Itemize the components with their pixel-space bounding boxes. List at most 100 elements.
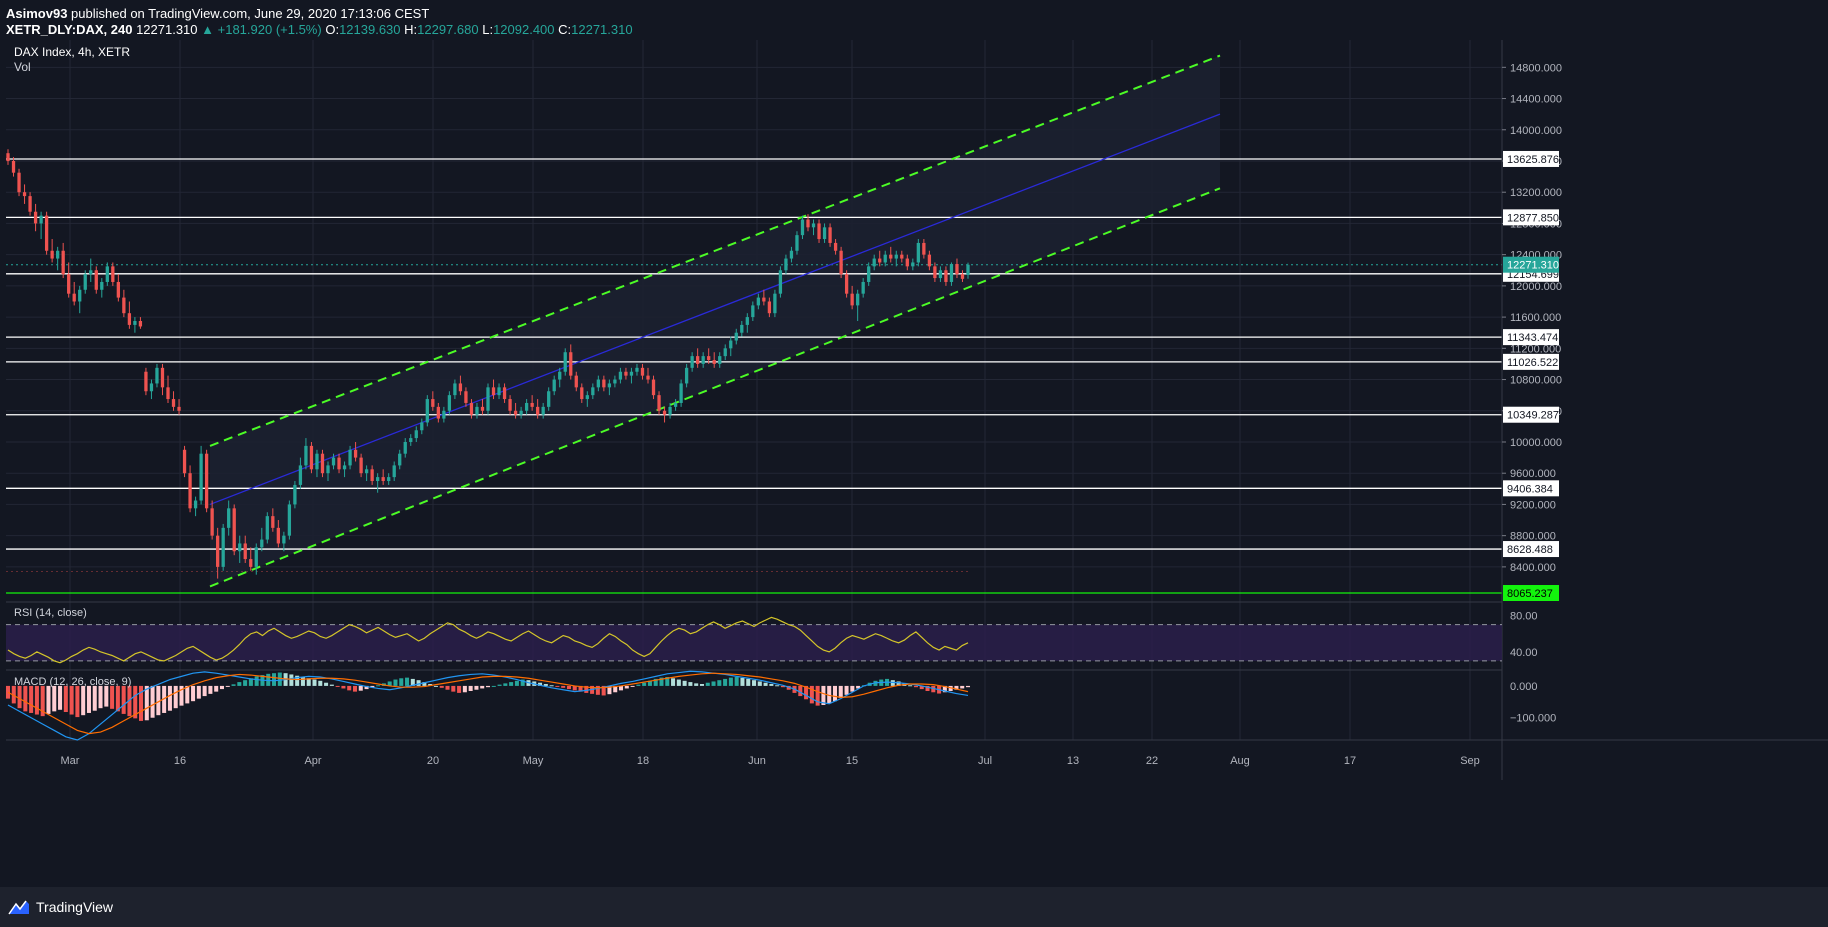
candle-body (94, 270, 98, 290)
candle-body (210, 508, 214, 536)
candle-body (370, 469, 374, 482)
macd-histogram-bar (850, 685, 855, 692)
macd-line (7, 670, 969, 741)
macd-histogram-bar (225, 685, 230, 687)
macd-histogram-bar (809, 685, 814, 704)
macd-histogram-bar (358, 685, 363, 691)
macd-histogram-bar (115, 685, 120, 712)
candle-body (833, 242, 838, 251)
candle-body (442, 410, 446, 419)
macd-histogram-bar (324, 682, 329, 686)
macd-histogram-bar (613, 685, 618, 693)
macd-histogram-bar (630, 685, 635, 687)
macd-histogram-bar (619, 685, 624, 691)
author-name[interactable]: Asimov93 (6, 6, 68, 21)
candle-body (89, 270, 93, 275)
macd-histogram-bar (520, 679, 525, 686)
candle-body (850, 293, 854, 306)
level-price-tag (1503, 541, 1559, 558)
macd-signal-line (7, 672, 969, 735)
macd-histogram-bar (370, 685, 375, 688)
candle-body (767, 301, 772, 314)
macd-histogram-bar (179, 685, 184, 706)
candle-body (519, 410, 523, 415)
candle-body (409, 438, 413, 442)
macd-histogram-bar (798, 685, 803, 697)
candle-body (431, 399, 435, 407)
open-label: O: (325, 22, 340, 37)
macd-histogram-bar (127, 685, 132, 717)
candle-body (22, 192, 27, 197)
macd-histogram-bar (566, 685, 571, 690)
candle-body (949, 264, 954, 282)
macd-histogram-bar (925, 685, 930, 691)
macd-histogram-bar (150, 685, 155, 718)
candle-body (580, 387, 584, 400)
candle-body (635, 367, 639, 372)
macd-histogram-bar (208, 685, 213, 694)
tradingview-logo[interactable]: TradingView (8, 899, 113, 915)
macd-histogram-bar (457, 685, 462, 693)
candle-body (160, 367, 165, 388)
candle-body (232, 508, 236, 552)
candle-body (381, 477, 385, 482)
candle-body (392, 465, 396, 478)
macd-histogram-bar (306, 678, 311, 686)
candle-body (116, 281, 120, 298)
candle-body (729, 340, 733, 349)
candle-body (844, 274, 849, 294)
time-axis-label: Jun (748, 755, 766, 767)
candle-body (856, 293, 860, 306)
published-text: published on TradingView.com, June 29, 2… (71, 6, 430, 21)
candle-body (547, 391, 551, 407)
candle-body (712, 360, 716, 364)
candle-body (723, 348, 727, 357)
candle-body (894, 254, 898, 259)
price-tick-label: 11200.000 (1510, 343, 1561, 355)
macd-histogram-bar (838, 685, 843, 698)
macd-histogram-bar (75, 685, 80, 718)
candle-body (387, 477, 391, 482)
macd-histogram-bar (497, 684, 502, 686)
candle-body (960, 274, 965, 279)
candle-body (574, 375, 578, 388)
candle-body (276, 527, 280, 544)
candle-body (618, 371, 623, 380)
macd-histogram-bar (804, 685, 809, 700)
macd-histogram-bar (329, 684, 334, 686)
level-price-label: 10349.287 (1507, 410, 1559, 422)
candle-body (607, 383, 612, 388)
candle-body (359, 457, 363, 474)
candle-body (420, 422, 424, 431)
candle-body (72, 293, 76, 302)
macd-histogram-bar (156, 685, 161, 716)
channel-middle-line (209, 113, 1221, 506)
candle-body (447, 395, 452, 411)
candle-body (889, 254, 893, 259)
chart-area[interactable]: DAX Index, 4h, XETR Vol 8400.000 8800.000 92… (0, 40, 1828, 887)
macd-histogram-bar (775, 685, 780, 687)
candle-body (11, 160, 16, 173)
macd-histogram-bar (931, 685, 936, 693)
candle-body (326, 465, 330, 474)
candle-body (138, 321, 143, 327)
candle-body (966, 264, 970, 275)
candle-body (684, 367, 689, 384)
candle-body (6, 153, 10, 161)
macd-histogram-bar (642, 682, 647, 686)
candle-body (651, 379, 656, 396)
rsi-tick-label: 80.00 (1510, 611, 1538, 623)
macd-histogram-bar (46, 685, 51, 714)
symbol-label[interactable]: XETR_DLY:DAX, 240 (6, 22, 133, 37)
candle-body (403, 441, 407, 454)
time-axis-label: 18 (637, 755, 649, 767)
candle-body (817, 223, 821, 240)
candle-body (558, 371, 562, 380)
macd-histogram-bar (624, 685, 629, 689)
price-tick-label: 11600.000 (1510, 312, 1561, 324)
macd-histogram-bar (636, 684, 641, 686)
candle-body (204, 453, 209, 509)
candle-body (83, 274, 87, 290)
candle-body (227, 508, 231, 528)
